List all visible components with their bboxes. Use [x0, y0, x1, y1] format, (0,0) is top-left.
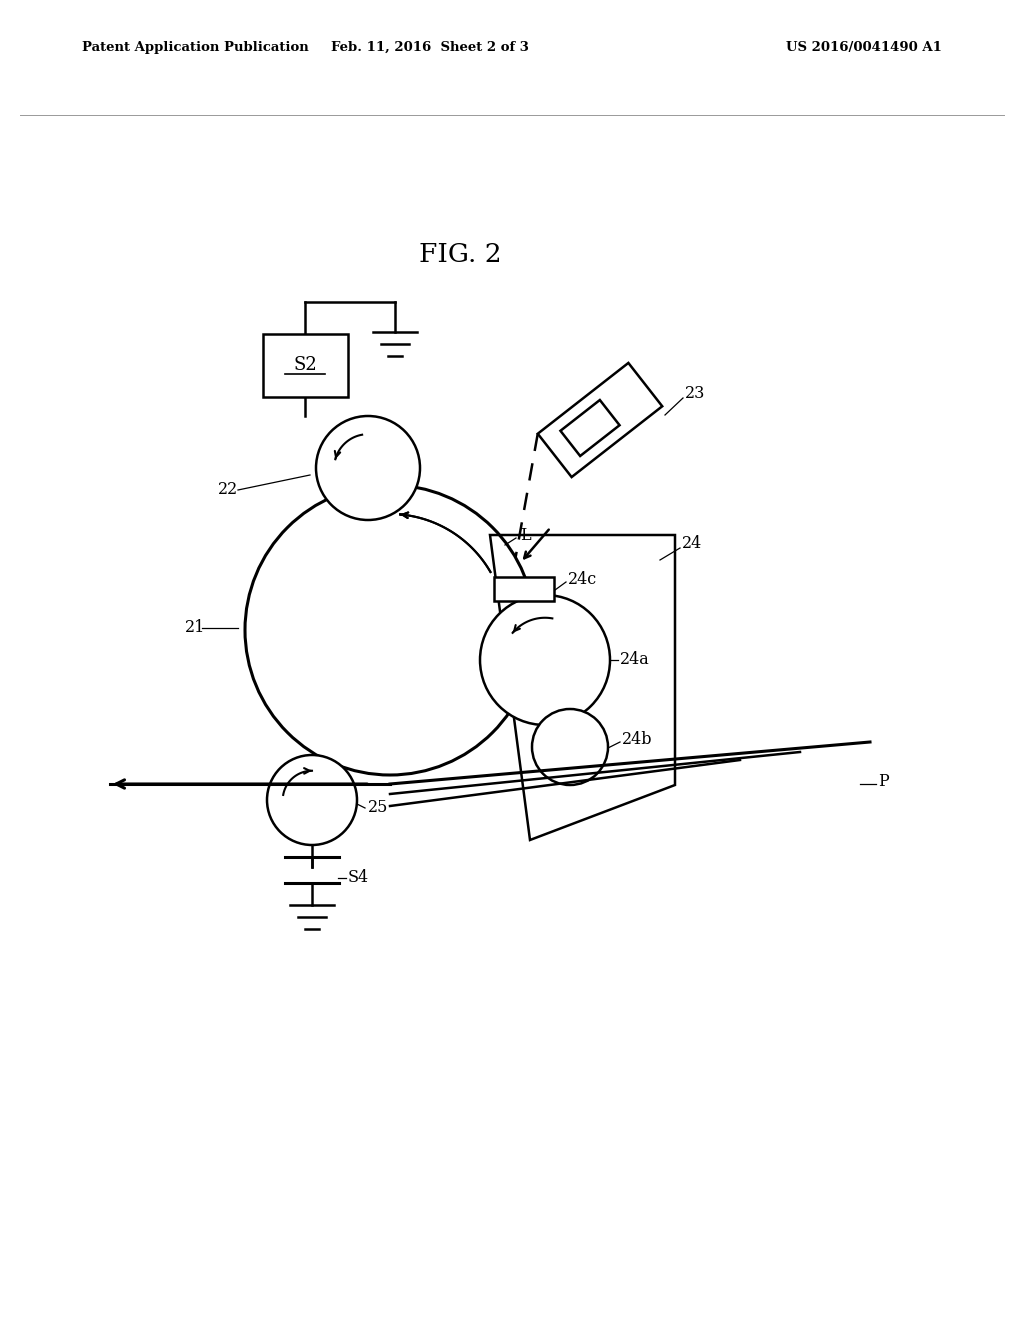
Circle shape [245, 484, 535, 775]
Text: FIG. 2: FIG. 2 [419, 243, 502, 268]
Text: 22: 22 [218, 482, 239, 499]
Text: S4: S4 [348, 870, 369, 887]
Text: 24: 24 [682, 535, 702, 552]
Text: 25: 25 [368, 800, 388, 817]
Text: 21: 21 [185, 619, 206, 636]
Text: Patent Application Publication: Patent Application Publication [82, 41, 308, 54]
Circle shape [267, 755, 357, 845]
Bar [494, 577, 554, 601]
Bar [262, 334, 347, 396]
Circle shape [480, 595, 610, 725]
Text: 23: 23 [685, 384, 706, 401]
Text: 24c: 24c [568, 570, 597, 587]
Text: US 2016/0041490 A1: US 2016/0041490 A1 [786, 41, 942, 54]
Text: Feb. 11, 2016  Sheet 2 of 3: Feb. 11, 2016 Sheet 2 of 3 [331, 41, 529, 54]
Circle shape [532, 709, 608, 785]
Text: P: P [878, 774, 889, 791]
Circle shape [316, 416, 420, 520]
Text: L: L [520, 527, 530, 544]
Text: 24a: 24a [620, 652, 650, 668]
Text: S2: S2 [293, 356, 316, 374]
Text: 24b: 24b [622, 731, 652, 748]
